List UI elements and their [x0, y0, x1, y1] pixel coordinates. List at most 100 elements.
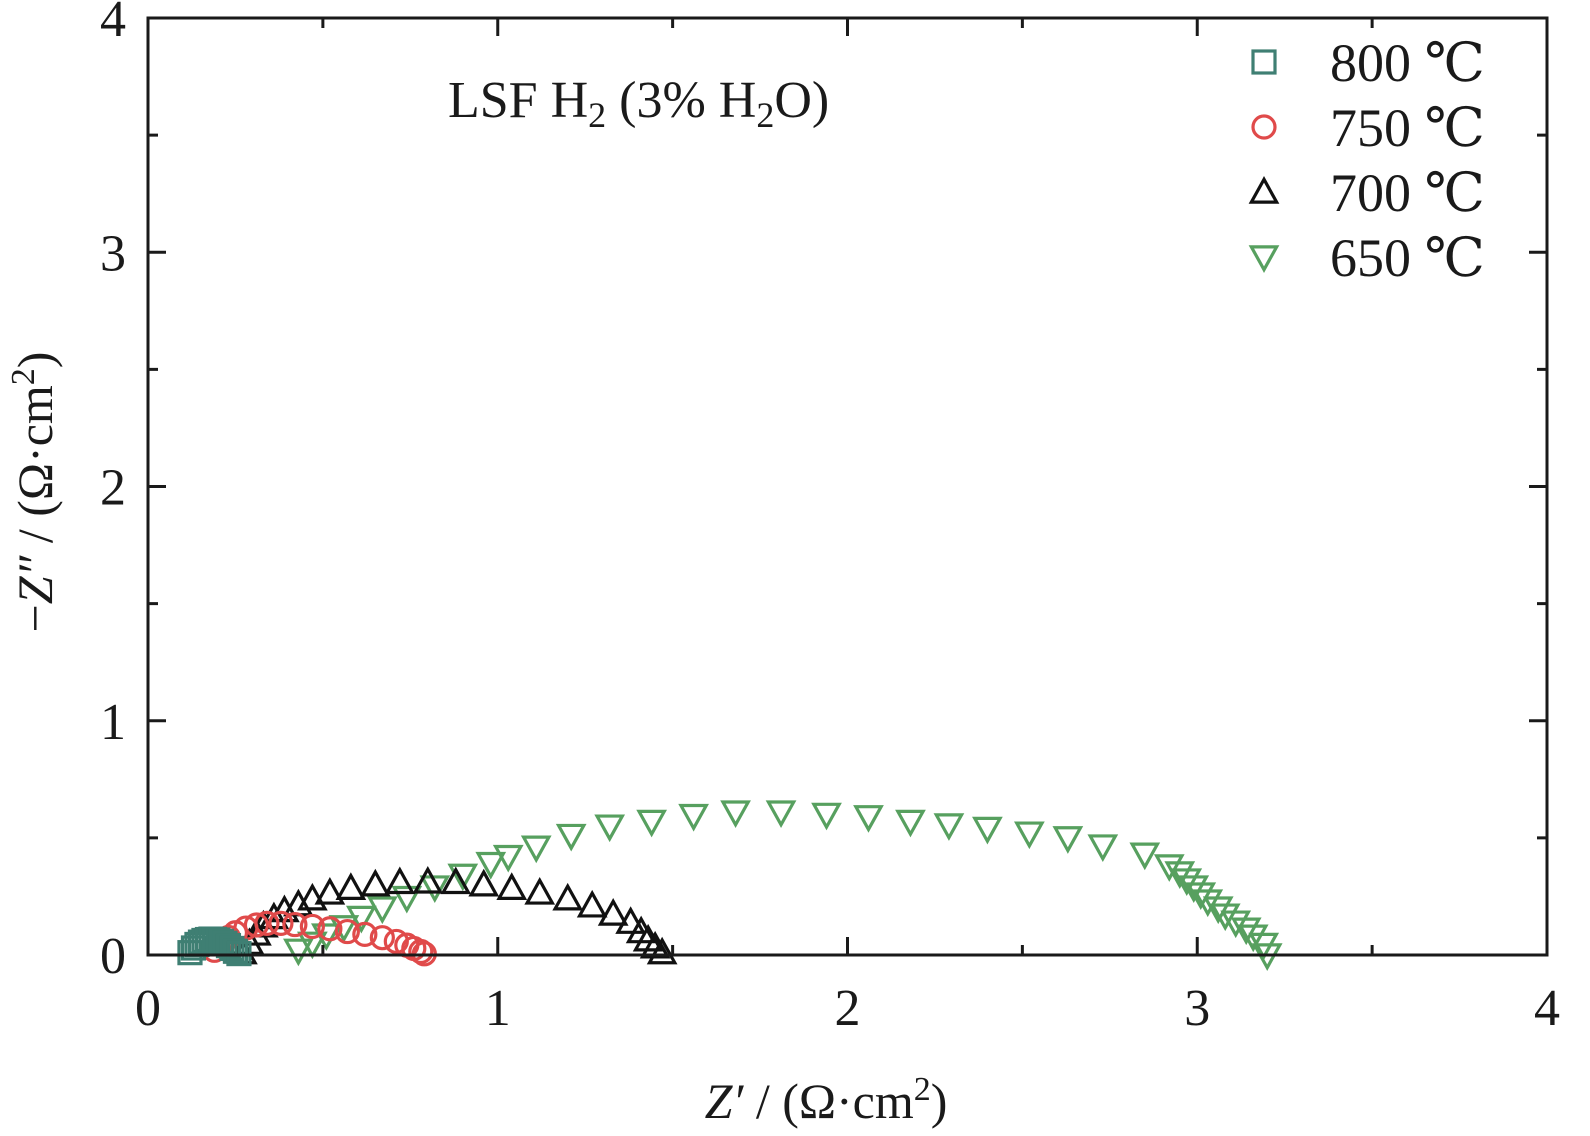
data-point — [254, 910, 280, 936]
data-point — [576, 889, 608, 918]
data-point — [594, 814, 626, 843]
legend-label: 800 ℃ — [1330, 33, 1485, 93]
data-point — [933, 813, 965, 841]
data-point — [636, 809, 668, 838]
data-point — [243, 912, 270, 938]
plot-marks — [177, 800, 1283, 971]
data-point — [219, 935, 245, 962]
x-axis-unit-superscript: 2 — [914, 1071, 931, 1108]
legend-label: 650 ℃ — [1330, 228, 1485, 288]
x-tick-label: 4 — [1534, 980, 1560, 1037]
data-point — [1153, 854, 1185, 882]
data-point — [1087, 834, 1119, 863]
y-axis-variable: Z″ — [7, 554, 63, 604]
y-axis-minus: − — [7, 604, 63, 632]
data-point — [317, 916, 343, 942]
x-axis-title: Z′ / (Ω·cm2) — [705, 1071, 948, 1129]
data-point — [492, 844, 524, 873]
x-axis-unit-open: / (Ω·cm — [743, 1073, 914, 1129]
plot-frame — [146, 16, 1549, 957]
legend-item: 750 ℃ — [1251, 98, 1485, 158]
data-point — [419, 875, 451, 904]
data-point — [1192, 889, 1224, 918]
data-point — [765, 800, 797, 829]
data-point — [440, 866, 472, 895]
data-point — [853, 805, 884, 833]
series-square — [177, 926, 252, 967]
data-point — [335, 872, 367, 900]
y-tick-label: 1 — [100, 694, 126, 751]
legend-marker — [1248, 176, 1280, 204]
data-point — [391, 885, 423, 914]
data-point — [552, 882, 584, 911]
legend-item: 700 ℃ — [1248, 163, 1485, 223]
data-point — [475, 851, 507, 880]
data-point — [678, 803, 709, 832]
legend-marker — [1251, 114, 1277, 140]
data-point — [1237, 924, 1269, 953]
data-point — [496, 872, 528, 900]
data-point — [1202, 896, 1234, 925]
data-point — [524, 876, 556, 905]
legend-item: 650 ℃ — [1248, 228, 1485, 288]
data-point — [972, 816, 1003, 845]
data-point — [811, 802, 842, 831]
legend-label: 700 ℃ — [1330, 163, 1485, 223]
data-point — [258, 901, 290, 930]
y-axis-unit-superscript: 2 — [5, 368, 42, 385]
data-point — [408, 938, 434, 965]
data-point — [297, 931, 328, 960]
y-axis-title: −Z″ / (Ω·cm2) — [5, 352, 63, 633]
annotation-subscript-2: 2 — [756, 95, 774, 135]
data-point — [447, 863, 479, 892]
y-tick-label: 2 — [100, 460, 126, 517]
data-point — [352, 921, 378, 947]
data-point — [268, 910, 294, 936]
data-point — [366, 896, 398, 925]
y-tick-label: 0 — [100, 928, 126, 985]
y-axis-unit-close: ) — [7, 352, 63, 369]
series-triangle-down — [283, 800, 1283, 971]
data-point — [555, 823, 587, 852]
data-point — [283, 938, 314, 967]
data-point — [646, 936, 678, 965]
legend-item: 800 ℃ — [1251, 33, 1485, 93]
data-point — [369, 925, 395, 951]
data-point — [1164, 861, 1196, 889]
legend-label: 750 ℃ — [1330, 98, 1485, 158]
data-point — [314, 876, 346, 905]
data-point — [1220, 910, 1252, 939]
data-point — [895, 809, 926, 838]
x-tick-label: 0 — [135, 980, 161, 1037]
data-point — [468, 868, 500, 897]
data-point — [1230, 917, 1262, 946]
legend-marker — [1251, 49, 1277, 75]
y-axis-unit-open: / (Ω·cm — [7, 385, 63, 556]
data-point — [615, 906, 647, 934]
data-point — [639, 930, 671, 959]
x-tick-label: 2 — [835, 980, 861, 1037]
data-point — [359, 868, 391, 897]
x-tick-label: 3 — [1184, 980, 1210, 1037]
data-point — [1209, 903, 1241, 932]
x-axis-unit-close: ) — [931, 1073, 948, 1129]
annotation-middle: (3% H — [606, 72, 756, 129]
data-point — [345, 905, 377, 934]
x-axis-variable: Z′ — [705, 1073, 745, 1129]
data-point — [1129, 842, 1161, 871]
data-point — [1178, 875, 1210, 904]
data-point — [1014, 821, 1045, 850]
legend-marker — [1248, 245, 1280, 273]
data-point — [222, 938, 249, 964]
annotation-subscript-1: 2 — [588, 95, 606, 135]
y-tick-label: 3 — [100, 225, 126, 282]
data-point — [334, 918, 360, 945]
annotation-suffix: O) — [774, 72, 829, 129]
data-point — [384, 866, 416, 895]
data-point — [520, 835, 552, 864]
data-point — [282, 911, 308, 938]
data-point — [1052, 826, 1084, 854]
series-triangle-up — [227, 865, 678, 965]
